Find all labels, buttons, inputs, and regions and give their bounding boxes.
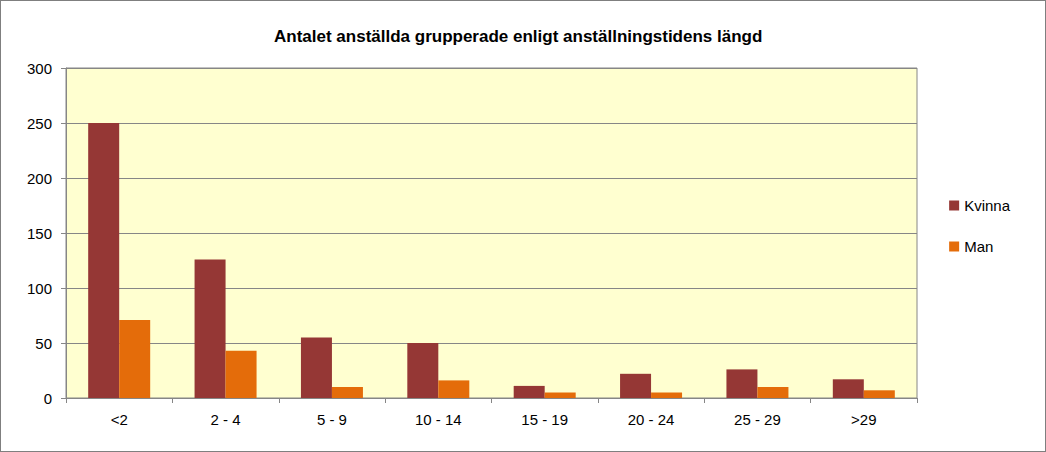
svg-text:100: 100 <box>27 280 52 297</box>
svg-text:5 - 9: 5 - 9 <box>317 411 347 428</box>
svg-text:300: 300 <box>27 60 52 77</box>
svg-text:Man: Man <box>964 238 993 255</box>
svg-text:<2: <2 <box>111 411 128 428</box>
svg-text:20 - 24: 20 - 24 <box>628 411 675 428</box>
svg-text:0: 0 <box>44 390 52 407</box>
svg-text:150: 150 <box>27 225 52 242</box>
svg-text:Antalet anställda grupperade e: Antalet anställda grupperade enligt anst… <box>274 27 762 46</box>
svg-text:250: 250 <box>27 115 52 132</box>
svg-text:25 - 29: 25 - 29 <box>734 411 781 428</box>
svg-text:200: 200 <box>27 170 52 187</box>
svg-text:15 - 19: 15 - 19 <box>521 411 568 428</box>
svg-text:2 - 4: 2 - 4 <box>211 411 241 428</box>
svg-text:>29: >29 <box>851 411 876 428</box>
svg-text:50: 50 <box>35 335 52 352</box>
svg-text:Kvinna: Kvinna <box>964 197 1011 214</box>
svg-text:10 - 14: 10 - 14 <box>415 411 462 428</box>
